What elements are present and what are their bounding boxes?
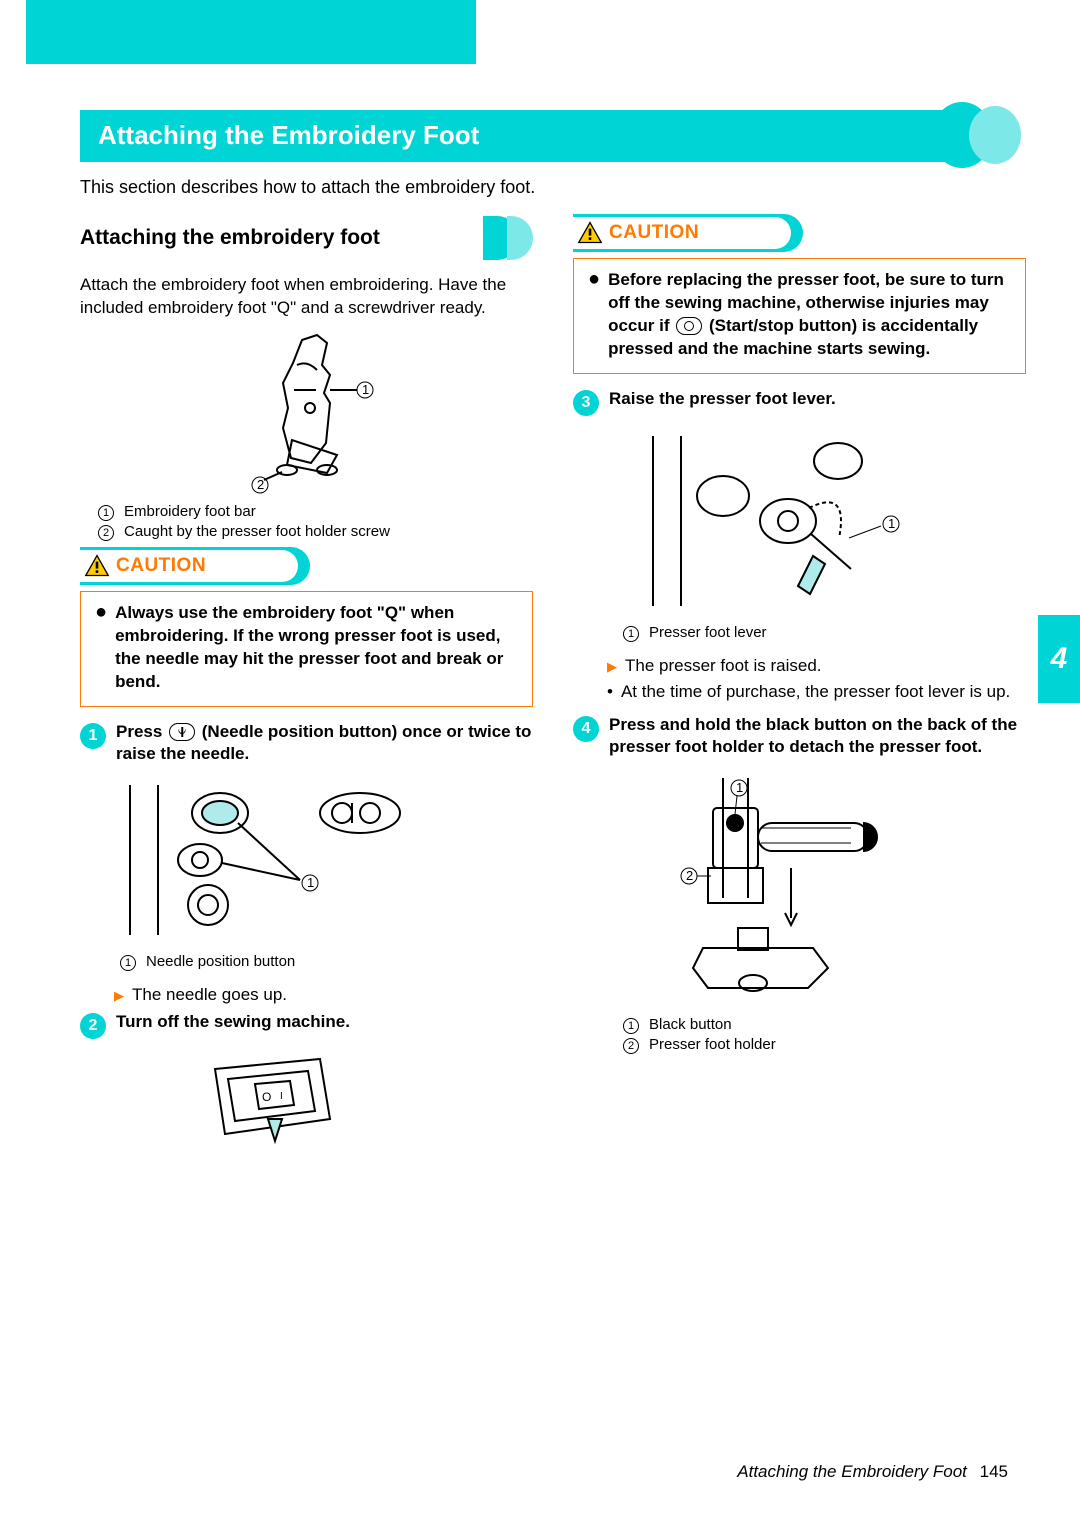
callout-label: Black button <box>649 1016 732 1033</box>
page-number: 145 <box>980 1462 1008 1481</box>
callout-number: 1 <box>120 955 136 971</box>
title-pill-decor <box>940 100 1030 175</box>
caution-flag: CAUTION <box>80 555 533 595</box>
step-text: Press (Needle position button) once or t… <box>116 721 533 765</box>
callout-number: 1 <box>623 1018 639 1034</box>
fig3-callouts: 1 Presser foot lever <box>623 624 1026 642</box>
callout-number: 1 <box>98 505 114 521</box>
step-2: 2 Turn off the sewing machine. <box>80 1011 533 1039</box>
main-title: Attaching the Embroidery Foot <box>80 110 950 162</box>
fig4-callouts: 1 Black button 2 Presser foot holder <box>623 1016 1026 1054</box>
step-number: 4 <box>573 716 599 742</box>
result-arrow-icon: ▶ <box>114 988 124 1004</box>
callout-label: Presser foot lever <box>649 624 767 641</box>
sub-heading-pill <box>483 216 533 260</box>
presser-foot-lever-diagram: 1 <box>623 426 943 616</box>
svg-text:1: 1 <box>362 382 369 397</box>
step-text: Raise the presser foot lever. <box>609 388 836 416</box>
step3-result: ▶ The presser foot is raised. <box>607 656 1026 676</box>
callout-label: Embroidery foot bar <box>124 503 256 520</box>
needle-position-icon <box>169 723 195 741</box>
step-1: 1 Press (Needle position button) once or… <box>80 721 533 765</box>
left-intro-text: Attach the embroidery foot when embroide… <box>80 274 533 320</box>
callout-label: Caught by the presser foot holder screw <box>124 523 390 540</box>
left-column: Attaching the embroidery foot Attach the… <box>80 222 533 1167</box>
chapter-side-tab: 4 <box>1038 615 1080 703</box>
page-footer: Attaching the Embroidery Foot 145 <box>737 1462 1008 1482</box>
step-text: Press and hold the black button on the b… <box>609 714 1026 758</box>
step-text: Turn off the sewing machine. <box>116 1011 350 1039</box>
caution-box-2: ● Before replacing the presser foot, be … <box>573 258 1026 374</box>
detach-foot-diagram: 1 2 <box>653 768 953 1008</box>
sub-heading: Attaching the embroidery foot <box>80 222 533 250</box>
step-number: 3 <box>573 390 599 416</box>
callout-label: Presser foot holder <box>649 1036 776 1053</box>
footer-title: Attaching the Embroidery Foot <box>737 1462 967 1481</box>
start-stop-icon <box>676 317 702 335</box>
fig2-callouts: 1 Needle position button <box>120 953 533 971</box>
caution-box-1: ●Always use the embroidery foot "Q" when… <box>80 591 533 707</box>
warning-icon <box>577 220 603 246</box>
two-column-layout: Attaching the embroidery foot Attach the… <box>80 222 1026 1167</box>
callout-number: 2 <box>623 1038 639 1054</box>
step-number: 2 <box>80 1013 106 1039</box>
sub-heading-wrap: Attaching the embroidery foot <box>80 222 533 260</box>
needle-button-diagram: 1 <box>110 775 450 945</box>
warning-icon <box>84 553 110 579</box>
caution-text: Before replacing the presser foot, be su… <box>608 269 1011 361</box>
page-content: Attaching the Embroidery Foot This secti… <box>80 110 1026 1466</box>
embroidery-foot-diagram: 1 2 <box>212 330 402 495</box>
fig1-callouts: 1 Embroidery foot bar 2 Caught by the pres… <box>98 503 533 541</box>
callout-label: Needle position button <box>146 953 295 970</box>
right-column: CAUTION ● Before replacing the presser f… <box>573 222 1026 1167</box>
intro-text: This section describes how to attach the… <box>80 177 1026 198</box>
svg-text:1: 1 <box>307 875 314 890</box>
svg-text:O: O <box>262 1090 271 1104</box>
caution-label: CAUTION <box>609 222 699 244</box>
svg-text:2: 2 <box>686 868 693 883</box>
svg-text:I: I <box>280 1091 283 1102</box>
caution-flag: CAUTION <box>573 222 1026 262</box>
svg-text:1: 1 <box>736 780 743 795</box>
result-arrow-icon: ▶ <box>607 659 617 675</box>
callout-number: 1 <box>623 626 639 642</box>
step3-note: • At the time of purchase, the presser f… <box>607 682 1026 702</box>
step-3: 3 Raise the presser foot lever. <box>573 388 1026 416</box>
callout-number: 2 <box>98 525 114 541</box>
svg-text:2: 2 <box>257 477 264 492</box>
step1-result: ▶ The needle goes up. <box>114 985 533 1005</box>
main-title-wrap: Attaching the Embroidery Foot <box>80 110 1026 162</box>
step-number: 1 <box>80 723 106 749</box>
caution-text: Always use the embroidery foot "Q" when … <box>115 602 518 694</box>
power-switch-diagram: O I <box>200 1049 350 1159</box>
caution-label: CAUTION <box>116 555 206 577</box>
svg-text:1: 1 <box>888 516 895 531</box>
top-accent-bar <box>26 0 476 64</box>
step-4: 4 Press and hold the black button on the… <box>573 714 1026 758</box>
